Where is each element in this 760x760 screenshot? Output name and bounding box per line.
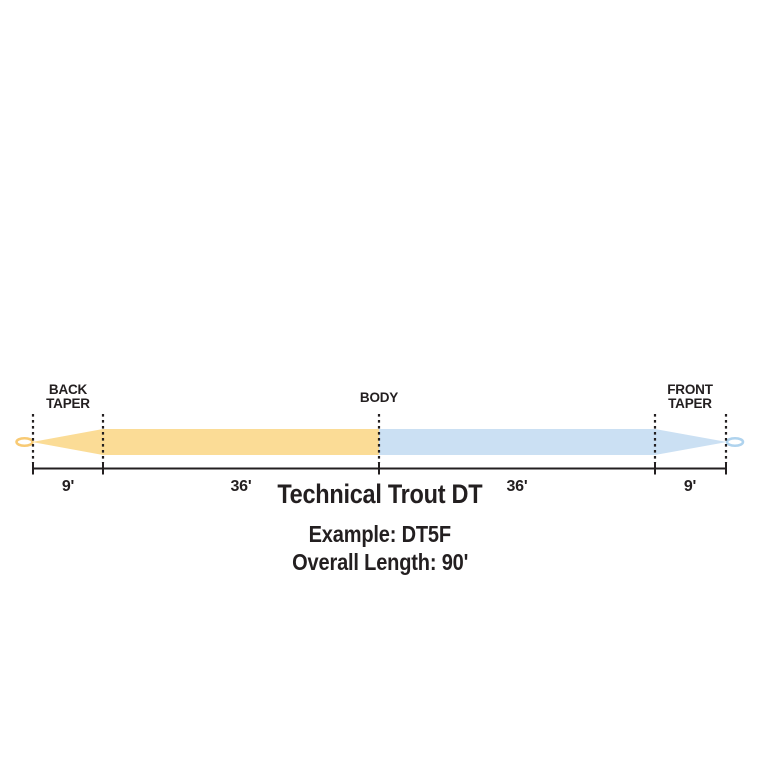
measurement-front-body: 36' [506, 478, 527, 495]
taper-diagram: BACK TAPER BODY FRONT TAPER 9' 36' 36' 9… [15, 382, 745, 495]
back-taper-label-line1: BACK [49, 382, 88, 397]
measurement-back-body: 36' [230, 478, 251, 495]
front-body-shape [379, 429, 655, 455]
overall-length-text: Overall Length: 90' [291, 549, 469, 575]
page-title-row: Technical Trout DT [0, 481, 760, 508]
overall-length-row: Overall Length: 90' [0, 551, 760, 575]
back-taper-label-line2: TAPER [46, 396, 90, 411]
front-loop-shape [725, 436, 745, 448]
measurement-front-taper: 9' [684, 478, 696, 495]
back-body-shape [103, 429, 379, 455]
front-taper-shape [655, 429, 727, 455]
back-loop-shape [15, 436, 34, 448]
example-row: Example: DT5F [0, 523, 760, 547]
page-title: Technical Trout DT [277, 479, 483, 509]
example-text: Example: DT5F [308, 521, 452, 547]
front-taper-label-line2: TAPER [668, 396, 712, 411]
back-taper-shape [32, 429, 103, 455]
body-label: BODY [360, 390, 398, 405]
measurement-back-taper: 9' [62, 478, 74, 495]
front-taper-label-line1: FRONT [667, 382, 713, 397]
